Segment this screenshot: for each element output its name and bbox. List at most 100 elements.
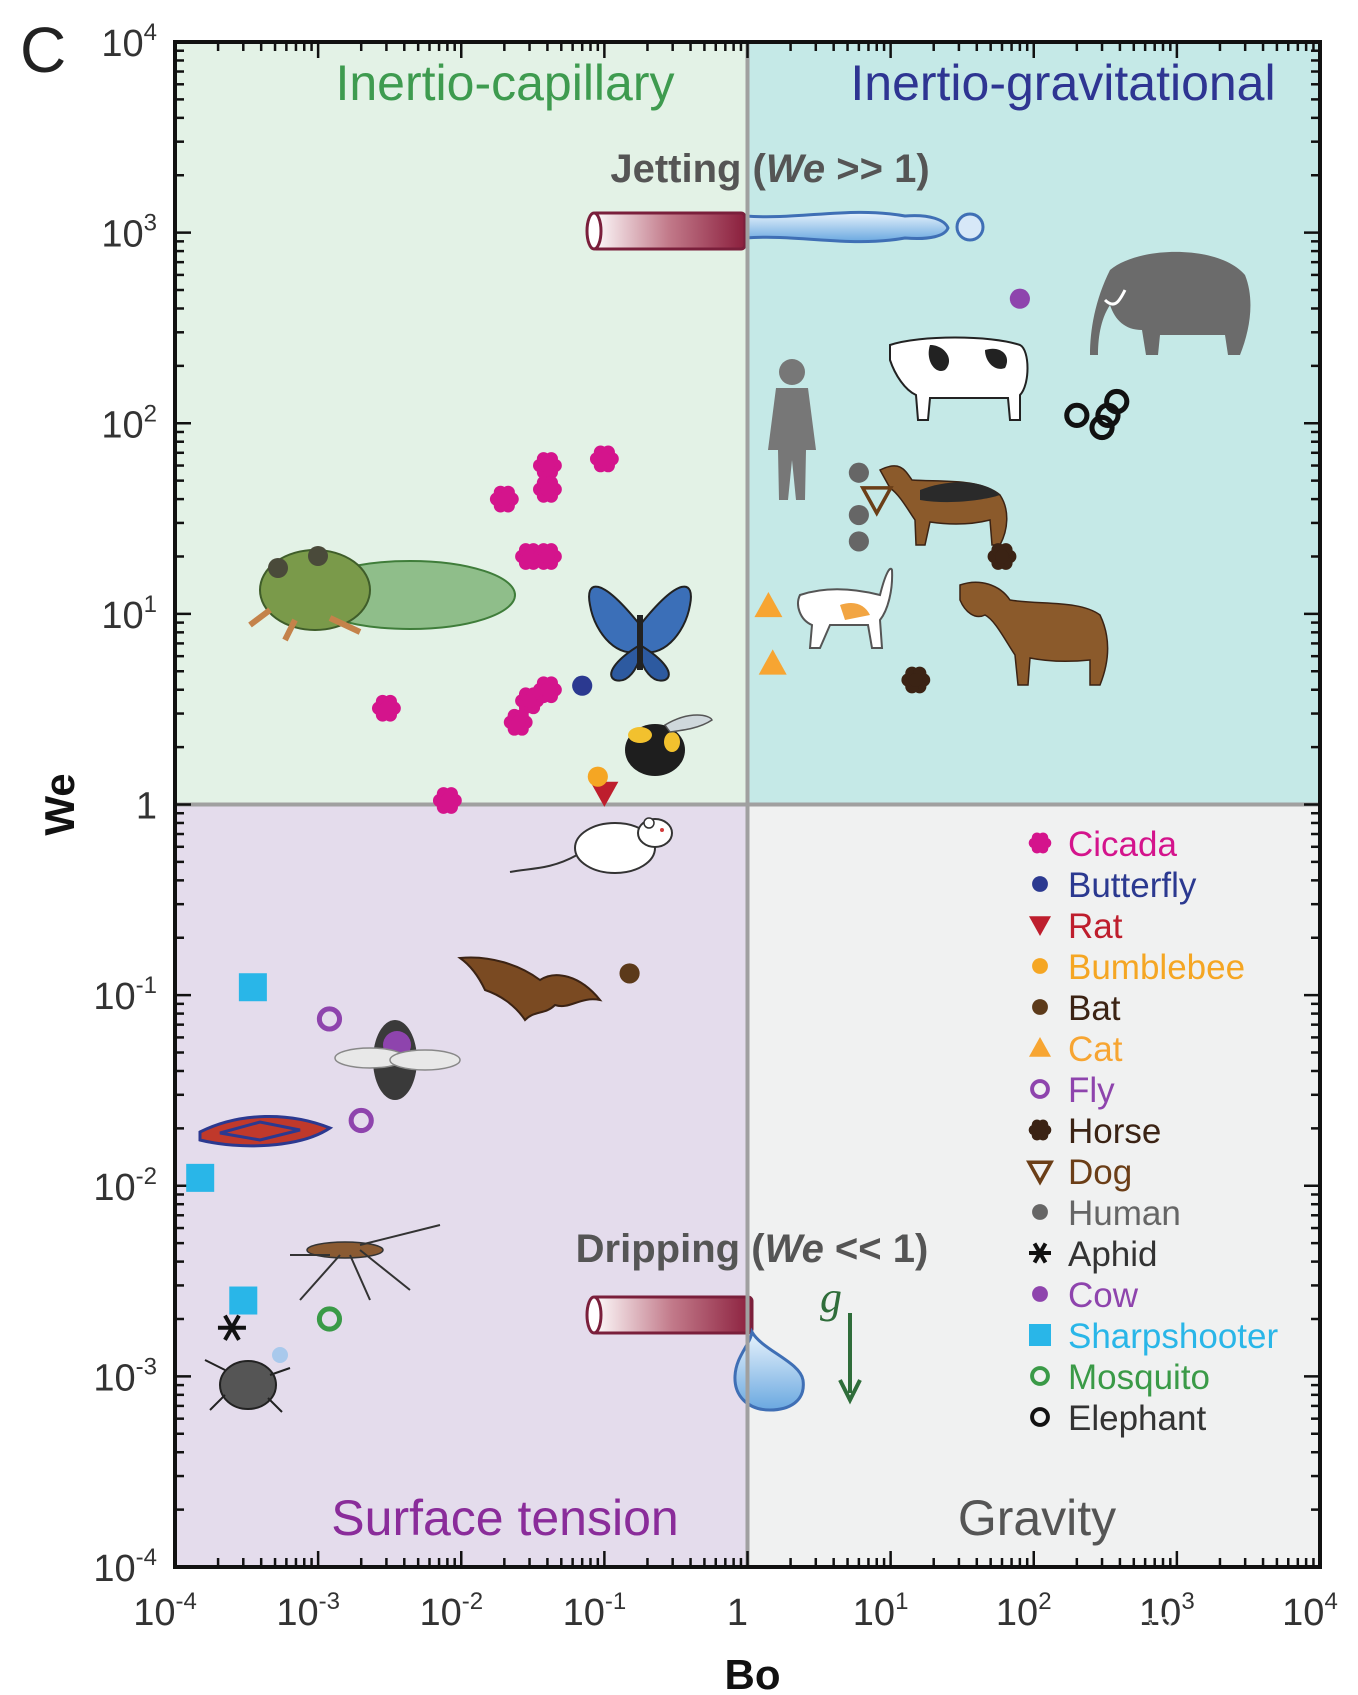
gravity-symbol: g [820, 1273, 842, 1322]
axes-frame [173, 40, 1322, 1569]
point-elephant [1104, 388, 1130, 415]
point-cicada [532, 475, 562, 503]
panel-label: C [20, 14, 66, 86]
point-cicada [489, 485, 519, 513]
cicada-illustration [248, 546, 516, 642]
fly-illustration [334, 1020, 461, 1100]
point-cow [1009, 288, 1030, 309]
legend-label-horse: Horse [1068, 1112, 1161, 1151]
legend-marker-rat [1029, 916, 1051, 936]
region-inertio-gravitational [747, 42, 1320, 805]
bumblebee-illustration [625, 714, 713, 776]
point-butterfly [572, 675, 593, 696]
point-cicada [532, 452, 562, 479]
region-label: Gravity [958, 1490, 1116, 1546]
legend-label-bat: Bat [1068, 989, 1121, 1028]
legend-marker-mosquito [1030, 1366, 1050, 1386]
regions-layer [175, 42, 1320, 1567]
x-tick-label: 1 [727, 1592, 748, 1634]
point-horse [901, 666, 931, 694]
x-tick-label: 103 [1139, 1588, 1195, 1634]
legend-label-cow: Cow [1068, 1276, 1139, 1315]
point-cicada [589, 445, 619, 473]
point-elephant [1064, 402, 1090, 428]
legend-label-sharpshooter: Sharpshooter [1068, 1317, 1278, 1356]
point-sharpshooter [229, 1286, 258, 1315]
dripping-annotation: Dripping (We << 1) [576, 1227, 929, 1271]
jetting-illustration [585, 210, 985, 251]
legend-marker-dog [1026, 1160, 1054, 1186]
x-tick-label: 10-1 [563, 1588, 627, 1634]
horse-illustration [959, 581, 1109, 686]
point-fly [348, 1107, 374, 1134]
x-axis-label: Bo [725, 1651, 781, 1695]
jetting-annotation: Jetting (We >> 1) [610, 147, 929, 191]
region-label: Surface tension [331, 1490, 678, 1546]
point-fly [316, 1006, 343, 1032]
point-sharpshooter [186, 1163, 215, 1192]
legend-label-dog: Dog [1068, 1153, 1132, 1192]
x-tick-label: 104 [1282, 1588, 1338, 1634]
dog-illustration [878, 465, 1008, 546]
y-tick-label: 10-4 [93, 1544, 157, 1590]
y-tick-label: 103 [101, 210, 157, 256]
dripping-illustration [585, 1295, 862, 1412]
point-cicada [503, 708, 533, 736]
point-horse [987, 543, 1017, 570]
data-points-layer [186, 288, 1130, 1341]
legend-label-elephant: Elephant [1068, 1399, 1206, 1438]
legend-label-human: Human [1068, 1194, 1181, 1233]
mosquito-illustration [290, 1224, 441, 1301]
point-cicada [515, 687, 544, 715]
x-tick-label: 10-4 [133, 1588, 197, 1634]
y-tick-label: 101 [101, 591, 157, 637]
y-tick-label: 10-2 [93, 1163, 157, 1209]
region-surface-tension [175, 804, 748, 1567]
legend-marker-fly [1030, 1079, 1050, 1099]
rat-illustration [509, 817, 673, 874]
point-aphid [217, 1314, 246, 1341]
region-label: Inertio-capillary [335, 55, 674, 111]
butterfly-illustration [588, 585, 692, 682]
illustrations-layer [198, 210, 1251, 1413]
point-sharpshooter [238, 973, 267, 1002]
point-cicada [532, 543, 562, 570]
x-tick-label: 102 [996, 1588, 1052, 1634]
text-labels-layer: 10-4 10-3 10-2 10-1 1 101 102 103 104 10-4 10-3 10-… [20, 14, 1338, 1695]
human-illustration [768, 359, 816, 500]
legend-label-cicada: Cicada [1068, 825, 1177, 864]
y-axis-label: We [36, 773, 83, 835]
x-tick-label: 10-2 [419, 1588, 483, 1634]
y-tick-label: 102 [101, 400, 157, 446]
legend-marker-horse [1028, 1119, 1052, 1141]
legend-marker-bat [1032, 999, 1048, 1015]
x-tick-label: 101 [853, 1588, 909, 1634]
legend-marker-cicada [1028, 832, 1052, 854]
point-human [848, 531, 869, 552]
legend-marker-bumblebee [1032, 958, 1048, 974]
region-label: Inertio-gravitational [850, 55, 1275, 111]
legend-label-rat: Rat [1068, 907, 1123, 946]
cat-illustration [797, 567, 894, 649]
point-bat [619, 963, 640, 984]
elephant-illustration [1090, 251, 1251, 355]
legend-marker-human [1032, 1204, 1048, 1220]
legend: CicadaButterflyRatBumblebeeBatCatFlyHors… [1026, 825, 1278, 1438]
point-dog [859, 486, 894, 517]
legend-marker-aphid [1029, 1242, 1051, 1264]
point-cicada [371, 694, 401, 722]
y-tick-label: 1 [136, 786, 157, 828]
point-cicada [432, 787, 462, 814]
watermark: 知乎 @云杉 [1108, 1613, 1295, 1653]
point-rat [590, 781, 619, 807]
bat-illustration [457, 956, 603, 1022]
legend-label-butterfly: Butterfly [1068, 866, 1197, 905]
region-gravity [747, 804, 1320, 1567]
legend-label-cat: Cat [1068, 1030, 1123, 1069]
legend-marker-cow [1032, 1286, 1048, 1302]
legend-label-aphid: Aphid [1068, 1235, 1158, 1274]
aphid-illustration [204, 1347, 291, 1413]
legend-label-bumblebee: Bumblebee [1068, 948, 1245, 987]
point-mosquito [316, 1306, 343, 1332]
legend-label-mosquito: Mosquito [1068, 1358, 1210, 1397]
